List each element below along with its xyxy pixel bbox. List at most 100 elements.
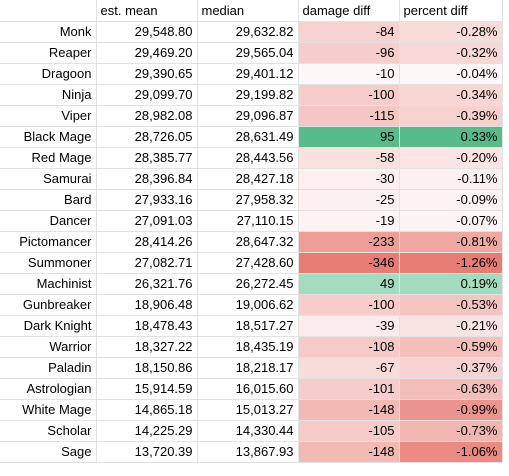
median-cell[interactable]: 15,013.27: [197, 399, 299, 421]
median-cell[interactable]: 29,096.87: [197, 105, 299, 127]
median-cell[interactable]: 28,631.49: [197, 126, 299, 148]
damage-diff-cell[interactable]: -115: [298, 105, 400, 127]
job-name-cell[interactable]: Gunbreaker: [0, 294, 97, 316]
est-mean-cell[interactable]: 14,865.18: [96, 399, 198, 421]
median-cell[interactable]: 26,272.45: [197, 273, 299, 295]
damage-diff-cell[interactable]: -346: [298, 252, 400, 274]
header-cell-est-mean[interactable]: est. mean: [96, 0, 198, 22]
percent-diff-cell[interactable]: -0.73%: [399, 420, 503, 442]
median-cell[interactable]: 14,330.44: [197, 420, 299, 442]
est-mean-cell[interactable]: 15,914.59: [96, 378, 198, 400]
est-mean-cell[interactable]: 18,150.86: [96, 357, 198, 379]
job-name-cell[interactable]: Pictomancer: [0, 231, 97, 253]
est-mean-cell[interactable]: 13,720.39: [96, 441, 198, 463]
job-name-cell[interactable]: Viper: [0, 105, 97, 127]
percent-diff-cell[interactable]: -1.06%: [399, 441, 503, 463]
percent-diff-cell[interactable]: -0.99%: [399, 399, 503, 421]
percent-diff-cell[interactable]: -0.28%: [399, 21, 503, 43]
damage-diff-cell[interactable]: -30: [298, 168, 400, 190]
median-cell[interactable]: 27,958.32: [197, 189, 299, 211]
percent-diff-cell[interactable]: -0.09%: [399, 189, 503, 211]
job-name-cell[interactable]: Sage: [0, 441, 97, 463]
job-name-cell[interactable]: Bard: [0, 189, 97, 211]
percent-diff-cell[interactable]: -1.26%: [399, 252, 503, 274]
percent-diff-cell[interactable]: 0.19%: [399, 273, 503, 295]
percent-diff-cell[interactable]: -0.63%: [399, 378, 503, 400]
percent-diff-cell[interactable]: -0.07%: [399, 210, 503, 232]
damage-diff-cell[interactable]: -101: [298, 378, 400, 400]
percent-diff-cell[interactable]: -0.21%: [399, 315, 503, 337]
est-mean-cell[interactable]: 18,906.48: [96, 294, 198, 316]
header-cell-percent-diff[interactable]: percent diff: [399, 0, 503, 22]
damage-diff-cell[interactable]: -233: [298, 231, 400, 253]
percent-diff-cell[interactable]: -0.20%: [399, 147, 503, 169]
est-mean-cell[interactable]: 18,478.43: [96, 315, 198, 337]
median-cell[interactable]: 28,427.18: [197, 168, 299, 190]
job-name-cell[interactable]: Monk: [0, 21, 97, 43]
percent-diff-cell[interactable]: -0.04%: [399, 63, 503, 85]
median-cell[interactable]: 28,647.32: [197, 231, 299, 253]
damage-diff-cell[interactable]: -148: [298, 441, 400, 463]
damage-diff-cell[interactable]: -108: [298, 336, 400, 358]
est-mean-cell[interactable]: 28,726.05: [96, 126, 198, 148]
est-mean-cell[interactable]: 29,099.70: [96, 84, 198, 106]
est-mean-cell[interactable]: 14,225.29: [96, 420, 198, 442]
percent-diff-cell[interactable]: -0.32%: [399, 42, 503, 64]
percent-diff-cell[interactable]: -0.59%: [399, 336, 503, 358]
job-name-cell[interactable]: Dark Knight: [0, 315, 97, 337]
est-mean-cell[interactable]: 29,469.20: [96, 42, 198, 64]
job-name-cell[interactable]: Summoner: [0, 252, 97, 274]
job-name-cell[interactable]: Black Mage: [0, 126, 97, 148]
job-name-cell[interactable]: Dragoon: [0, 63, 97, 85]
header-cell-median[interactable]: median: [197, 0, 299, 22]
median-cell[interactable]: 29,401.12: [197, 63, 299, 85]
job-name-cell[interactable]: White Mage: [0, 399, 97, 421]
damage-diff-cell[interactable]: 49: [298, 273, 400, 295]
percent-diff-cell[interactable]: -0.37%: [399, 357, 503, 379]
est-mean-cell[interactable]: 27,091.03: [96, 210, 198, 232]
est-mean-cell[interactable]: 18,327.22: [96, 336, 198, 358]
percent-diff-cell[interactable]: -0.81%: [399, 231, 503, 253]
damage-diff-cell[interactable]: -67: [298, 357, 400, 379]
damage-diff-cell[interactable]: -58: [298, 147, 400, 169]
est-mean-cell[interactable]: 28,414.26: [96, 231, 198, 253]
median-cell[interactable]: 18,435.19: [197, 336, 299, 358]
job-name-cell[interactable]: Warrior: [0, 336, 97, 358]
job-name-cell[interactable]: Paladin: [0, 357, 97, 379]
damage-diff-cell[interactable]: -96: [298, 42, 400, 64]
damage-diff-cell[interactable]: -25: [298, 189, 400, 211]
job-name-cell[interactable]: Astrologian: [0, 378, 97, 400]
job-name-cell[interactable]: Reaper: [0, 42, 97, 64]
est-mean-cell[interactable]: 26,321.76: [96, 273, 198, 295]
header-cell-damage-diff[interactable]: damage diff: [298, 0, 400, 22]
est-mean-cell[interactable]: 28,396.84: [96, 168, 198, 190]
damage-diff-cell[interactable]: -105: [298, 420, 400, 442]
damage-diff-cell[interactable]: 95: [298, 126, 400, 148]
damage-diff-cell[interactable]: -10: [298, 63, 400, 85]
median-cell[interactable]: 18,218.17: [197, 357, 299, 379]
percent-diff-cell[interactable]: -0.39%: [399, 105, 503, 127]
damage-diff-cell[interactable]: -19: [298, 210, 400, 232]
median-cell[interactable]: 13,867.93: [197, 441, 299, 463]
median-cell[interactable]: 27,110.15: [197, 210, 299, 232]
percent-diff-cell[interactable]: -0.53%: [399, 294, 503, 316]
est-mean-cell[interactable]: 29,390.65: [96, 63, 198, 85]
percent-diff-cell[interactable]: -0.34%: [399, 84, 503, 106]
est-mean-cell[interactable]: 27,082.71: [96, 252, 198, 274]
est-mean-cell[interactable]: 28,385.77: [96, 147, 198, 169]
median-cell[interactable]: 16,015.60: [197, 378, 299, 400]
est-mean-cell[interactable]: 28,982.08: [96, 105, 198, 127]
job-name-cell[interactable]: Scholar: [0, 420, 97, 442]
damage-diff-cell[interactable]: -100: [298, 84, 400, 106]
job-name-cell[interactable]: Machinist: [0, 273, 97, 295]
damage-diff-cell[interactable]: -84: [298, 21, 400, 43]
median-cell[interactable]: 28,443.56: [197, 147, 299, 169]
job-name-cell[interactable]: Ninja: [0, 84, 97, 106]
job-name-cell[interactable]: Red Mage: [0, 147, 97, 169]
percent-diff-cell[interactable]: -0.11%: [399, 168, 503, 190]
median-cell[interactable]: 29,565.04: [197, 42, 299, 64]
median-cell[interactable]: 18,517.27: [197, 315, 299, 337]
median-cell[interactable]: 19,006.62: [197, 294, 299, 316]
header-cell-job[interactable]: [0, 0, 97, 22]
median-cell[interactable]: 29,199.82: [197, 84, 299, 106]
